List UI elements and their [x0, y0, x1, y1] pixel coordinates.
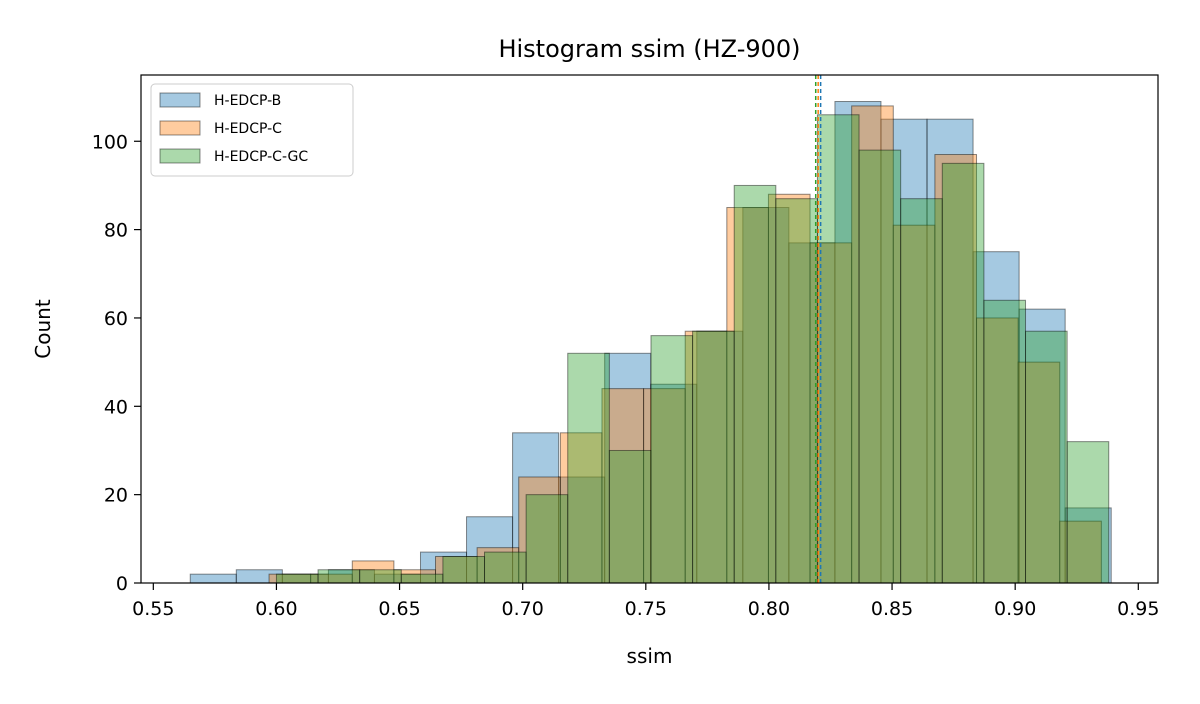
histogram-bar [1064, 507, 1112, 584]
histogram-bar [941, 162, 985, 584]
histogram-bar [684, 330, 728, 584]
histogram-bar [1059, 520, 1102, 584]
y-tick-label: 40 [104, 396, 128, 418]
histogram-bar [733, 184, 777, 584]
histogram-bar [934, 154, 978, 584]
legend: H-EDCP-B H-EDCP-C H-EDCP-C-GC [150, 83, 354, 177]
series-H-EDCP-C-GC [275, 114, 1110, 584]
legend-swatch [159, 120, 201, 136]
legend-item: H-EDCP-C-GC [159, 148, 308, 165]
histogram-bar [604, 352, 652, 584]
x-axis-ticks: 0.55 0.60 0.65 0.70 0.75 0.80 0.85 0.90 0.95 [132, 583, 1159, 620]
histogram-bar [512, 432, 560, 584]
x-tick-label: 0.60 [255, 598, 297, 620]
histogram-bar [518, 476, 561, 584]
histogram-bar [525, 494, 569, 584]
histogram-bar [650, 383, 698, 584]
histogram-bar [559, 432, 603, 584]
histogram-bar [608, 449, 652, 584]
histogram-bar [692, 330, 735, 584]
histogram-bar [892, 224, 936, 584]
histogram-bar [972, 251, 1020, 584]
x-tick-label: 0.70 [502, 598, 544, 620]
chart-title: Histogram ssim (HZ-900) [498, 35, 800, 63]
x-axis-label: ssim [627, 644, 673, 668]
histogram-bar [809, 242, 853, 584]
histogram-bar [442, 555, 486, 584]
legend-item: H-EDCP-B [159, 92, 281, 109]
series-H-EDCP-C [268, 105, 1102, 584]
x-tick-label: 0.95 [1117, 598, 1159, 620]
histogram-bars [189, 101, 1112, 584]
legend-item: H-EDCP-C [159, 120, 282, 137]
histogram-bar [1025, 330, 1068, 584]
histogram-bar [643, 388, 686, 584]
histogram-bar [476, 547, 520, 584]
histogram-bar [816, 114, 860, 584]
histogram-bar [767, 193, 811, 584]
y-tick-label: 0 [116, 573, 128, 595]
histogram-bar [275, 573, 319, 584]
x-tick-label: 0.55 [132, 598, 174, 620]
y-tick-label: 20 [104, 485, 128, 507]
x-tick-label: 0.85 [871, 598, 913, 620]
histogram-bar [696, 330, 744, 584]
histogram-bar [189, 573, 237, 584]
legend-box [150, 83, 354, 177]
histogram-bar [742, 207, 790, 584]
histogram-bar [1018, 308, 1066, 584]
plot-frame [140, 74, 1159, 584]
histogram-bar [558, 476, 606, 584]
histogram-bar [775, 198, 818, 584]
histogram-bar [650, 335, 694, 584]
histogram-bar [466, 516, 514, 584]
histogram-bar [851, 105, 894, 584]
legend-label: H-EDCP-C-GC [214, 149, 308, 165]
histogram-bar [601, 388, 645, 584]
legend-label: H-EDCP-B [214, 93, 281, 109]
histogram-bar [858, 149, 902, 584]
x-tick-label: 0.65 [378, 598, 420, 620]
histogram-bar [567, 352, 610, 584]
histogram-bar [435, 555, 478, 584]
histogram-bar [400, 573, 444, 584]
histogram-bar [317, 569, 361, 584]
histogram-bar [1017, 361, 1061, 584]
x-tick-label: 0.90 [994, 598, 1036, 620]
legend-swatch [159, 148, 201, 164]
histogram-bar [788, 242, 836, 584]
legend-swatch [159, 92, 201, 108]
histogram-bar [359, 569, 402, 584]
histogram-bar [1066, 441, 1110, 584]
mean-lines [814, 75, 822, 583]
y-axis-ticks: 0 20 40 60 80 100 [92, 131, 141, 595]
y-axis-label: Count [31, 299, 55, 359]
histogram-bar [726, 207, 769, 584]
legend-label: H-EDCP-C [214, 121, 282, 137]
histogram-bar [926, 118, 974, 584]
y-tick-label: 80 [104, 220, 128, 242]
histogram-bar [484, 551, 527, 584]
y-tick-label: 60 [104, 308, 128, 330]
x-tick-label: 0.80 [748, 598, 790, 620]
series-H-EDCP-B [189, 101, 1112, 584]
histogram-bar [900, 198, 943, 584]
histogram-bar [419, 551, 468, 584]
x-tick-label: 0.75 [625, 598, 667, 620]
histogram-bar [983, 299, 1027, 584]
y-tick-label: 100 [92, 131, 128, 153]
histogram-bar [880, 118, 928, 584]
histogram-bar [834, 101, 882, 584]
